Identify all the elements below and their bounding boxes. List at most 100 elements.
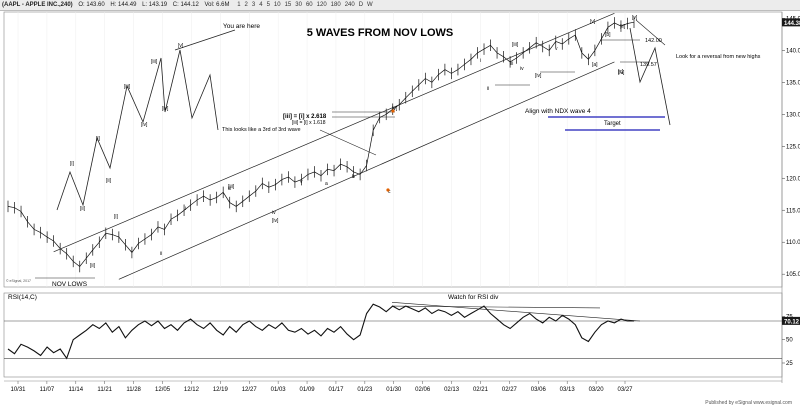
x-tick-label: 01/23 bbox=[357, 387, 373, 393]
timeframe-button-30[interactable]: 30 bbox=[295, 2, 302, 8]
wave-label: [v] bbox=[178, 43, 184, 49]
timeframe-button-1[interactable]: 1 bbox=[237, 2, 241, 8]
channel-lower bbox=[118, 61, 615, 280]
wave-label: v bbox=[555, 46, 558, 52]
wave-label: [ii] bbox=[90, 263, 96, 269]
pivot-marker bbox=[386, 188, 390, 192]
timeframe-button-2[interactable]: 2 bbox=[244, 2, 248, 8]
nov-lows-label: NOV LOWS bbox=[52, 281, 88, 288]
rsi-div-line-2 bbox=[391, 305, 601, 309]
rsi-last-label: 70.12 bbox=[784, 319, 800, 325]
wave-label: [v] bbox=[392, 106, 398, 112]
volume-value: Vol: 6.6M bbox=[204, 2, 230, 8]
fib-label-main: [iii] = [i] x 2.618 bbox=[283, 114, 327, 120]
reversal-label: Look for a reversal from new highs bbox=[676, 54, 761, 60]
wave-label: [iv] bbox=[141, 122, 148, 128]
esignal-watermark: © eSignal, 2017 bbox=[6, 279, 31, 283]
wave-label: [v] bbox=[590, 19, 596, 25]
wave-label: [iv] bbox=[162, 106, 169, 112]
timeframe-button-3[interactable]: 3 bbox=[251, 2, 256, 8]
wave-projection bbox=[56, 49, 219, 211]
wave-label: i bbox=[185, 206, 186, 212]
wave-label: v bbox=[300, 179, 303, 185]
wave-label: [iii] bbox=[228, 184, 235, 190]
channel-upper bbox=[53, 12, 615, 253]
y-tick-label: 110.0 bbox=[786, 240, 800, 246]
price-139-label: 139.57 bbox=[640, 62, 657, 68]
wave-label: [ii] bbox=[620, 24, 626, 30]
wave-label: [iv] bbox=[535, 73, 542, 79]
y-tick-label: 120.0 bbox=[786, 176, 800, 182]
wave-label: [i] bbox=[96, 136, 101, 142]
timeframe-button-10[interactable]: 10 bbox=[273, 2, 281, 8]
x-tick-label: 02/21 bbox=[473, 387, 489, 393]
price-series bbox=[7, 21, 635, 267]
wave-label: [iv] bbox=[618, 70, 625, 76]
you-are-here-label: You are here bbox=[223, 23, 260, 30]
wave-label: ii bbox=[487, 86, 489, 92]
third-wave-label: This looks like a 3rd of 3rd wave bbox=[222, 127, 301, 133]
wave-label: a bbox=[325, 181, 328, 187]
wave-label: c bbox=[388, 189, 391, 195]
x-tick-label: 03/20 bbox=[589, 387, 605, 393]
wave-label: [i] bbox=[114, 214, 119, 220]
timeframe-button-4[interactable]: 4 bbox=[259, 2, 263, 8]
price-panel bbox=[3, 11, 783, 288]
high-value: H: 144.49 bbox=[110, 2, 137, 8]
footer-credit: Published by eSignal www.esignal.com bbox=[705, 400, 792, 406]
timeframe-button-d[interactable]: D bbox=[358, 2, 364, 8]
x-tick-label: 12/12 bbox=[184, 387, 200, 393]
timeframe-button-15[interactable]: 15 bbox=[284, 2, 292, 8]
fib-pointer bbox=[319, 129, 377, 156]
y-tick-label: 135.0 bbox=[786, 80, 800, 86]
timeframe-button-5[interactable]: 5 bbox=[266, 2, 270, 8]
x-tick-label: 12/05 bbox=[155, 387, 171, 393]
price-142-label: 142.00 bbox=[645, 38, 662, 44]
wave-label: iv bbox=[272, 210, 276, 216]
timeframe-buttons: 1 2 3 4 5 10 15 30 60 120 180 240 D W bbox=[233, 0, 377, 10]
timeframe-button-60[interactable]: 60 bbox=[305, 2, 313, 8]
timeframe-button-w[interactable]: W bbox=[367, 2, 373, 8]
x-tick-label: 01/17 bbox=[328, 387, 344, 393]
x-tick-label: 02/06 bbox=[415, 387, 431, 393]
wave-label: iv bbox=[520, 66, 524, 72]
x-tick-label: 03/06 bbox=[531, 387, 547, 393]
symbol-label[interactable]: (AAPL - APPLE INC.,240) bbox=[2, 2, 73, 8]
y-tick-label: 125.0 bbox=[786, 144, 800, 150]
wave-label: i bbox=[480, 58, 481, 64]
x-tick-label: 01/09 bbox=[300, 387, 316, 393]
chart-title: 5 WAVES FROM NOV LOWS bbox=[307, 27, 453, 39]
wave-label: [i] bbox=[70, 161, 75, 167]
timeframe-button-180[interactable]: 180 bbox=[330, 2, 341, 8]
open-value: O: 143.60 bbox=[78, 2, 105, 8]
x-tick-label: 03/13 bbox=[560, 387, 576, 393]
timeframe-button-120[interactable]: 120 bbox=[316, 2, 327, 8]
timeframe-button-240[interactable]: 240 bbox=[344, 2, 355, 8]
x-tick-label: 12/19 bbox=[213, 387, 229, 393]
wave-label: [b] bbox=[605, 32, 611, 38]
wave-label: [iii] bbox=[124, 84, 131, 90]
wave-label: [c] bbox=[618, 69, 624, 75]
chart-toolbar: (AAPL - APPLE INC.,240) O: 143.60 H: 144… bbox=[0, 0, 800, 11]
y-tick-label: 130.0 bbox=[786, 112, 800, 118]
rsi-tick-label: 50 bbox=[786, 338, 793, 344]
fib-label-sub: [iii] = [i] x 1.618 bbox=[292, 120, 326, 126]
rsi-last-box bbox=[782, 316, 800, 325]
close-value: C: 144.12 bbox=[172, 2, 199, 8]
pivot-marker bbox=[391, 109, 395, 113]
x-tick-label: 11/07 bbox=[40, 387, 55, 393]
ndx-align-label: Align with NDX wave 4 bbox=[525, 108, 591, 115]
wave-label: iii bbox=[510, 61, 513, 67]
x-tick-label: 01/30 bbox=[386, 387, 402, 393]
x-tick-label: 11/21 bbox=[97, 387, 112, 393]
wave-label: [ii] bbox=[106, 178, 112, 184]
x-tick-label: 10/31 bbox=[10, 387, 26, 393]
y-tick-label: 140.0 bbox=[786, 48, 800, 54]
wave-label: [iii] bbox=[151, 59, 158, 65]
rsi-tick-label: 25 bbox=[786, 361, 793, 367]
rsi-series bbox=[7, 303, 634, 360]
rsi-title: RSI(14,C) bbox=[8, 294, 37, 301]
y-tick-label: 115.0 bbox=[786, 208, 800, 214]
